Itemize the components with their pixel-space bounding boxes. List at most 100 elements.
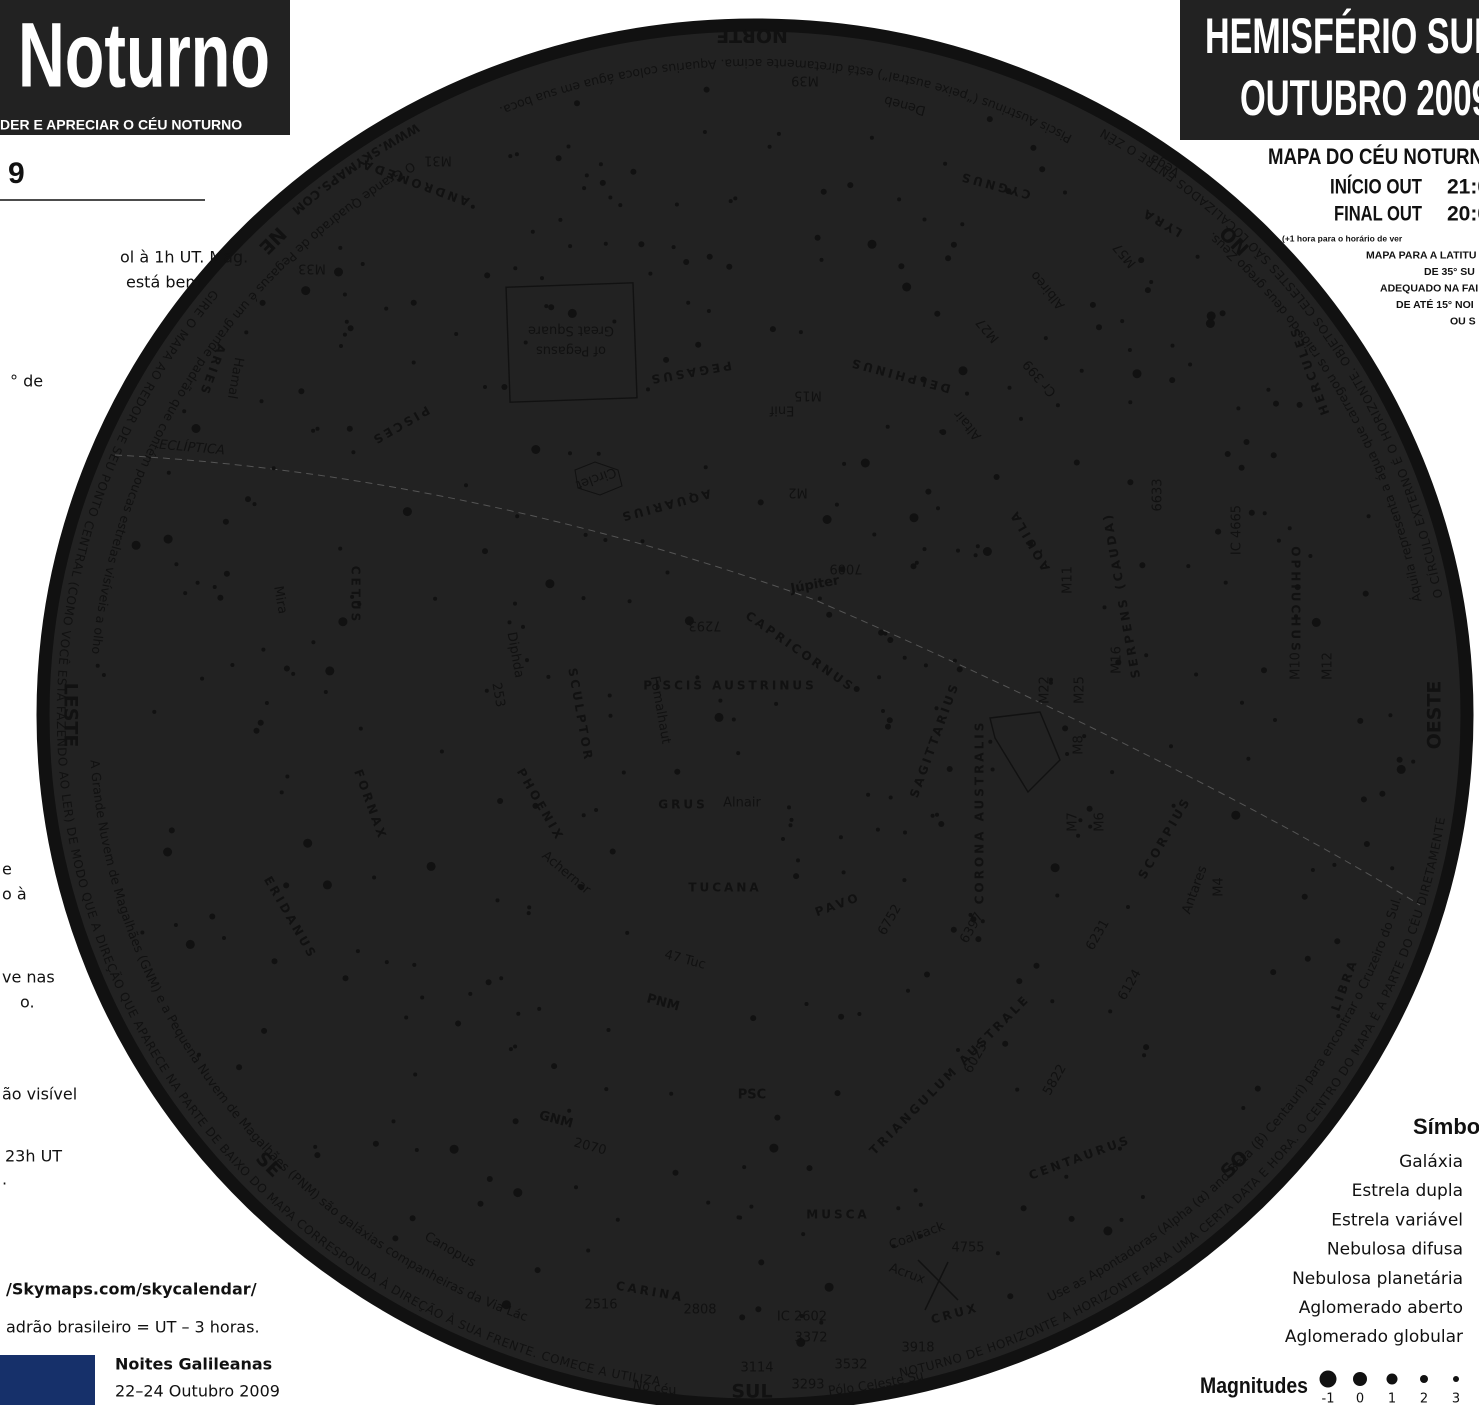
star-dot bbox=[1363, 841, 1370, 847]
magnitude-label: 3 bbox=[1452, 1392, 1460, 1405]
star-dot bbox=[706, 1200, 711, 1205]
time-value: 21:0 bbox=[1447, 176, 1479, 199]
event-icon bbox=[0, 1355, 95, 1405]
star-dot bbox=[824, 1282, 834, 1292]
title-right: HEMISFÉRIO SUL bbox=[1205, 8, 1479, 64]
star-dot bbox=[515, 514, 520, 519]
star-dot bbox=[1126, 905, 1130, 909]
star-dot bbox=[648, 271, 653, 276]
star-label: 3114 bbox=[740, 1361, 773, 1376]
magnitude-label: 2 bbox=[1420, 1392, 1428, 1405]
star-dot bbox=[1015, 1087, 1020, 1092]
star-dot bbox=[1194, 672, 1199, 677]
star-dot bbox=[663, 356, 670, 363]
star-dot bbox=[1231, 810, 1241, 820]
star-dot bbox=[993, 474, 1000, 480]
star-label: M6 bbox=[1093, 812, 1108, 832]
star-dot bbox=[303, 838, 313, 848]
star-dot bbox=[612, 319, 617, 324]
star-dot bbox=[1064, 1174, 1069, 1179]
star-dot bbox=[568, 244, 573, 249]
star-dot bbox=[1171, 803, 1176, 808]
star-dot bbox=[544, 304, 549, 309]
star-dot bbox=[925, 488, 932, 495]
star-dot bbox=[483, 385, 487, 389]
star-dot bbox=[426, 861, 436, 871]
magnitude-dot bbox=[1319, 1370, 1337, 1388]
star-dot bbox=[298, 388, 305, 395]
star-dot bbox=[674, 202, 679, 207]
star-dot bbox=[313, 1144, 318, 1149]
star-dot bbox=[918, 1202, 923, 1207]
magnitude-label: -1 bbox=[1322, 1392, 1335, 1405]
star-dot bbox=[799, 1314, 804, 1318]
star-dot bbox=[603, 538, 608, 542]
star-dot bbox=[212, 585, 217, 589]
star-dot bbox=[140, 930, 145, 935]
star-dot bbox=[581, 813, 586, 818]
star-dot bbox=[960, 222, 965, 227]
star-dot bbox=[1248, 509, 1255, 516]
star-dot bbox=[1127, 348, 1132, 352]
time-value: 20:0 bbox=[1447, 203, 1479, 226]
star-dot bbox=[449, 1144, 459, 1154]
star-dot bbox=[695, 341, 702, 348]
star-dot bbox=[1140, 1195, 1145, 1199]
star-dot bbox=[391, 1119, 396, 1124]
star-dot bbox=[402, 507, 412, 517]
star-dot bbox=[357, 602, 362, 607]
star-field bbox=[95, 86, 1416, 1347]
star-label: M10 bbox=[1289, 652, 1304, 680]
star-dot bbox=[484, 272, 491, 279]
star-dot bbox=[776, 131, 781, 136]
note: ADEQUADO NA FAI bbox=[1380, 282, 1478, 294]
star-dot bbox=[1144, 287, 1151, 294]
star-dot bbox=[582, 186, 587, 191]
star-dot bbox=[888, 795, 893, 800]
legend-title: Símbolo bbox=[1413, 1114, 1479, 1139]
star-dot bbox=[537, 1006, 542, 1011]
star-dot bbox=[252, 502, 257, 507]
star-dot bbox=[640, 539, 645, 544]
star-dot bbox=[758, 1259, 765, 1266]
star-label: M16 bbox=[1110, 646, 1125, 674]
star-dot bbox=[826, 611, 833, 618]
star-dot bbox=[1270, 452, 1277, 459]
star-dot bbox=[173, 923, 178, 927]
star-dot bbox=[253, 727, 260, 734]
star-dot bbox=[838, 835, 843, 840]
panel-link: /Skymaps.com/skycalendar/ bbox=[6, 1280, 257, 1299]
star-dot bbox=[545, 579, 555, 589]
star-dot bbox=[131, 540, 141, 550]
star-label: 2516 bbox=[584, 1298, 617, 1313]
star-dot bbox=[674, 768, 681, 775]
star-dot bbox=[834, 502, 839, 507]
star-dot bbox=[970, 916, 977, 923]
star-dot bbox=[819, 1320, 824, 1325]
panel-line: ° de bbox=[10, 372, 43, 391]
star-dot bbox=[1078, 818, 1083, 823]
star-dot bbox=[706, 309, 711, 313]
star-dot bbox=[898, 263, 905, 270]
star-dot bbox=[1020, 1205, 1027, 1212]
magnitude-label: 1 bbox=[1388, 1392, 1396, 1405]
star-dot bbox=[311, 640, 316, 645]
star-dot bbox=[733, 196, 738, 201]
star-dot bbox=[857, 1012, 862, 1016]
star-dot bbox=[344, 319, 349, 324]
star-dot bbox=[555, 155, 562, 162]
star-dot bbox=[958, 366, 968, 376]
star-dot bbox=[433, 596, 438, 601]
star-dot bbox=[686, 300, 691, 305]
star-dot bbox=[995, 1251, 1000, 1256]
star-dot bbox=[182, 409, 187, 414]
star-dot bbox=[1119, 1217, 1124, 1222]
event-date: 22–24 Outubro 2009 bbox=[115, 1382, 280, 1401]
star-dot bbox=[608, 195, 613, 200]
star-dot bbox=[439, 749, 444, 754]
panel-line: . bbox=[2, 1170, 7, 1189]
star-dot bbox=[501, 1300, 511, 1310]
star-dot bbox=[897, 197, 902, 202]
star-dot bbox=[885, 424, 890, 429]
star-dot bbox=[853, 686, 860, 692]
